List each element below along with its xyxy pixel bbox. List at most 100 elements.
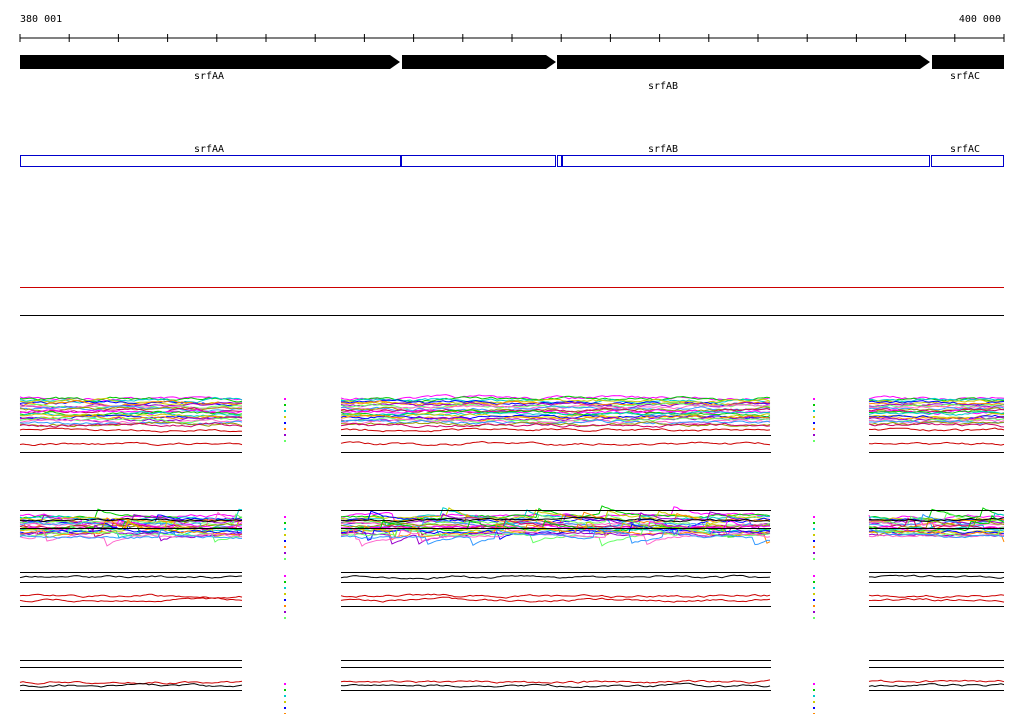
track-dot [813, 528, 815, 530]
track-dot [813, 611, 815, 613]
signal-line [340, 516, 771, 523]
signal-line [340, 574, 771, 580]
gene-arrow[interactable] [557, 55, 930, 69]
track-dot [813, 558, 815, 560]
track-dot [284, 528, 286, 530]
feature-box[interactable] [557, 155, 562, 167]
track-dot [813, 434, 815, 436]
signal-line [19, 597, 243, 603]
track-dot [284, 701, 286, 703]
track-dot [284, 434, 286, 436]
track-dot [813, 689, 815, 691]
signal-line [868, 406, 1005, 411]
signal-line [19, 593, 243, 600]
signal-line [19, 399, 243, 407]
feature-box[interactable] [931, 155, 1004, 167]
signal-line [868, 517, 1005, 522]
track-dot [284, 575, 286, 577]
track-dot [284, 683, 286, 685]
signal-line [19, 529, 242, 540]
track-dot [813, 522, 815, 524]
signal-line [868, 422, 1005, 428]
signal-line [340, 527, 770, 547]
signal-line [19, 418, 243, 425]
signal-line [868, 420, 1005, 425]
signal-line [340, 682, 771, 689]
track-dot [284, 611, 286, 613]
track-dot [284, 546, 286, 548]
track-dot [284, 695, 286, 697]
track-dot [284, 707, 286, 709]
track-dot [813, 605, 815, 607]
track-dot [813, 587, 815, 589]
signal-line [340, 510, 771, 536]
track-dot [813, 422, 815, 424]
track-dot [284, 605, 286, 607]
track-dot [813, 683, 815, 685]
track-dot [813, 534, 815, 536]
signal-line [20, 421, 243, 428]
signal-line [340, 523, 771, 544]
signal-line [340, 403, 771, 410]
track-dot [813, 581, 815, 583]
signal-line [19, 410, 243, 416]
signal-line [868, 427, 1005, 432]
track-dot [813, 398, 815, 400]
track-dot [813, 516, 815, 518]
track-dot [284, 689, 286, 691]
signal-line [340, 412, 771, 419]
signal-line [868, 528, 1005, 539]
signal-line [340, 401, 771, 409]
feature-label: srfAA [194, 144, 224, 155]
track-dot [284, 404, 286, 406]
track-dot [813, 695, 815, 697]
feature-box[interactable] [562, 155, 930, 167]
signal-line [340, 418, 771, 425]
signal-line [340, 593, 771, 599]
signal-line [19, 575, 243, 579]
track-dot [284, 587, 286, 589]
track-dot [813, 540, 815, 542]
gene-arrow[interactable] [932, 55, 1004, 69]
track-dot [284, 516, 286, 518]
signal-line [19, 396, 243, 403]
feature-boxes [20, 155, 1004, 167]
track-dot [284, 410, 286, 412]
signal-line [19, 408, 243, 416]
signal-line [868, 683, 1005, 688]
track-dot [284, 534, 286, 536]
signal-line [868, 410, 1005, 416]
track-dot [284, 540, 286, 542]
track-dot [813, 599, 815, 601]
signal-line [868, 416, 1005, 421]
feature-box[interactable] [401, 155, 556, 167]
signal-line [19, 396, 243, 402]
signal-line [340, 521, 770, 540]
signal-line [868, 597, 1005, 603]
signal-line [19, 513, 243, 526]
signal-line [868, 403, 1005, 408]
signal-line [20, 517, 243, 523]
track-dot [284, 398, 286, 400]
track-dot [813, 410, 815, 412]
track-dot [813, 593, 815, 595]
signal-line [340, 427, 771, 433]
signal-line [868, 400, 1005, 406]
track-dot [284, 558, 286, 560]
gene-arrow[interactable] [20, 55, 400, 69]
signal-line [869, 574, 1005, 579]
track-dot [284, 599, 286, 601]
signal-line [868, 594, 1005, 599]
signal-line [340, 422, 771, 429]
feature-box[interactable] [20, 155, 401, 167]
signal-line [19, 422, 243, 428]
signal-tracks [19, 394, 1005, 714]
signal-line [868, 397, 1005, 403]
track-dot [284, 422, 286, 424]
track-dot [813, 428, 815, 430]
gene-arrow[interactable] [402, 55, 556, 69]
signal-line [340, 440, 771, 447]
signal-line [19, 427, 243, 433]
track-dot [813, 617, 815, 619]
